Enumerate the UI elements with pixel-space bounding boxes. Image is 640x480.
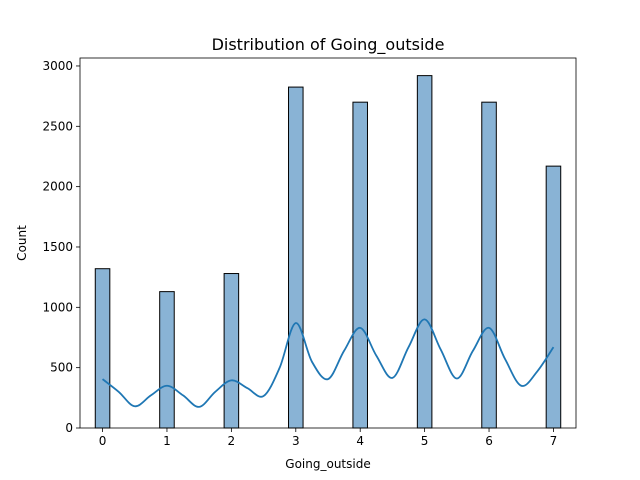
x-tick-label: 7 <box>550 434 558 448</box>
x-axis-label: Going_outside <box>285 457 370 471</box>
bar-7 <box>545 165 562 429</box>
y-axis-ticks: 0 500 1000 1500 2000 2500 3000 <box>42 59 80 435</box>
y-tick-label: 0 <box>65 421 73 435</box>
bar-5 <box>416 75 433 429</box>
x-tick-label: 2 <box>228 434 236 448</box>
x-tick-label: 6 <box>485 434 493 448</box>
chart-title: Distribution of Going_outside <box>212 35 445 55</box>
x-axis-ticks: 0 1 2 3 4 5 6 7 <box>99 428 558 448</box>
x-tick-label: 3 <box>292 434 300 448</box>
y-tick-label: 3000 <box>42 59 73 73</box>
bar-6 <box>481 101 497 429</box>
x-tick-label: 0 <box>99 434 107 448</box>
bar-1 <box>159 291 175 429</box>
y-tick-label: 2500 <box>42 119 73 133</box>
y-tick-label: 1000 <box>42 300 73 314</box>
plot-frame <box>79 57 577 429</box>
x-tick-label: 5 <box>421 434 429 448</box>
x-tick-label: 1 <box>163 434 171 448</box>
x-tick-label: 4 <box>356 434 364 448</box>
y-axis-label: Count <box>15 225 29 261</box>
bar-3 <box>288 86 304 429</box>
bars-group <box>94 75 562 429</box>
y-tick-label: 500 <box>50 361 73 375</box>
bar-4 <box>352 101 368 429</box>
y-tick-label: 2000 <box>42 180 73 194</box>
bar-2 <box>223 273 240 429</box>
bar-0 <box>94 268 111 429</box>
y-tick-label: 1500 <box>42 240 73 254</box>
kde-line <box>101 318 555 408</box>
